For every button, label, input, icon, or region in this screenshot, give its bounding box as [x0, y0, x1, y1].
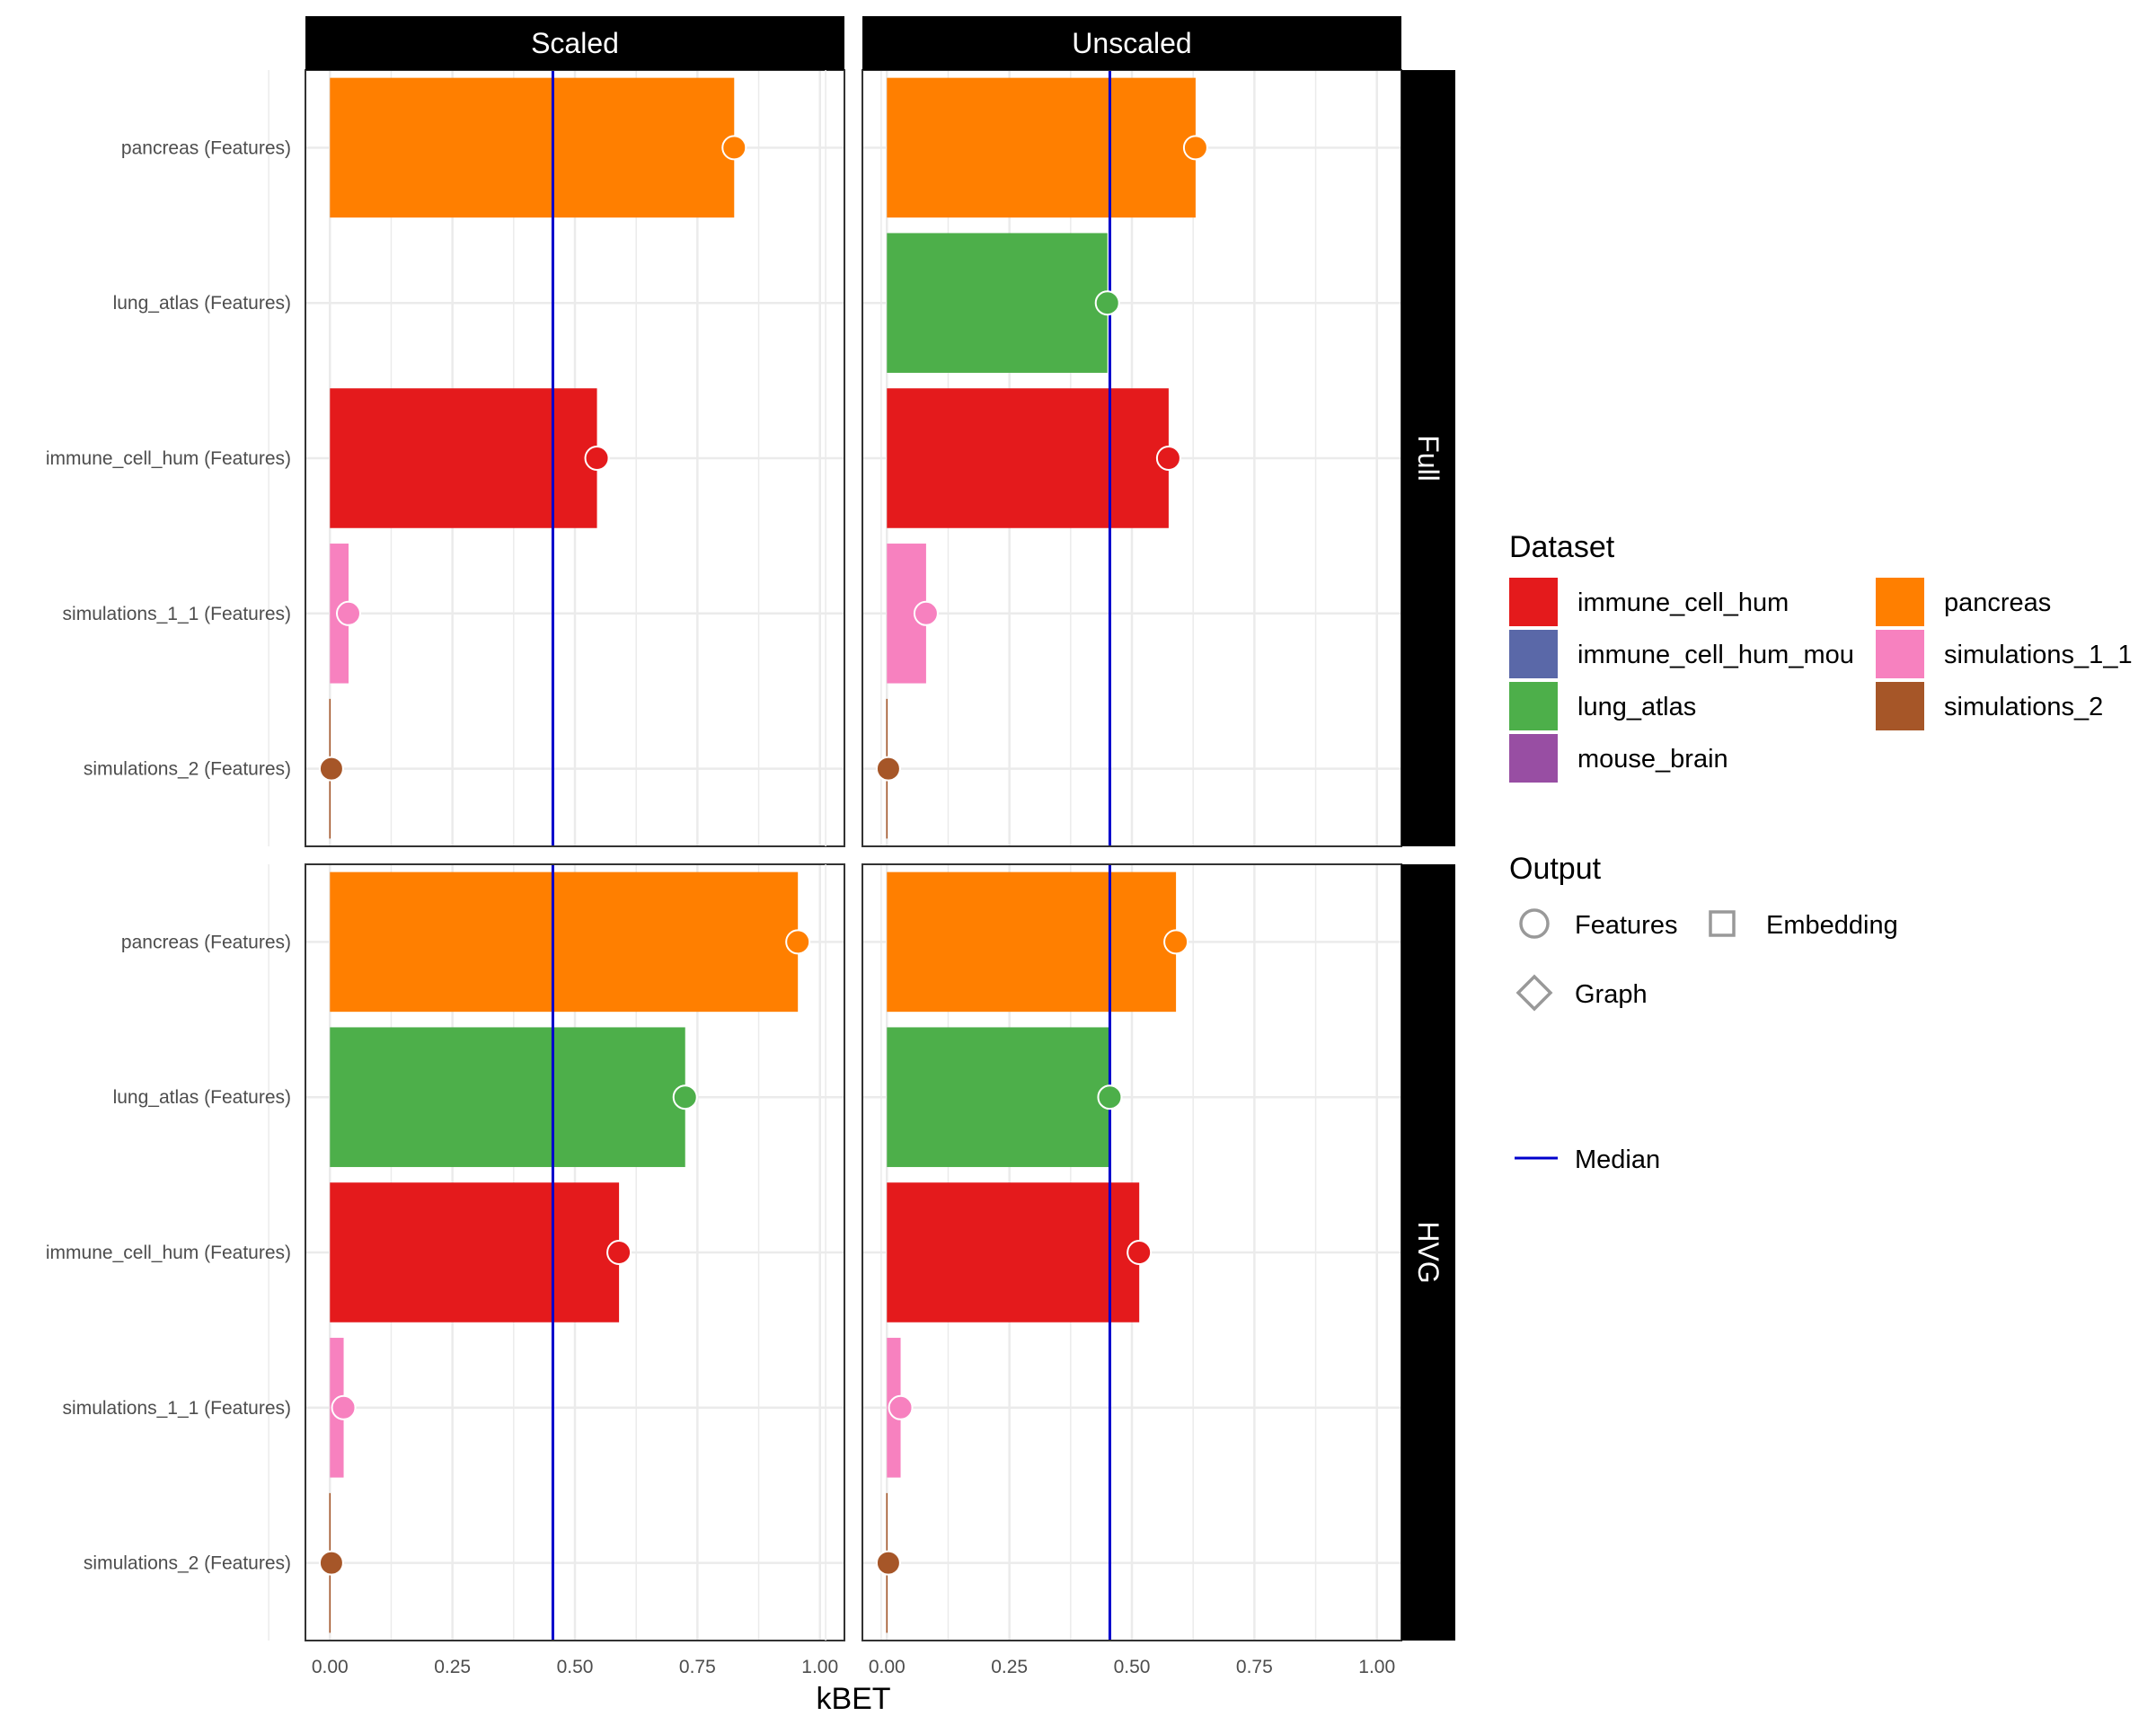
data-point — [318, 1550, 344, 1576]
data-point — [606, 1240, 632, 1265]
legend-swatch — [1509, 630, 1558, 678]
legend-circle-icon — [1519, 908, 1550, 939]
data-point — [331, 1394, 357, 1420]
data-point — [1097, 1084, 1123, 1110]
panels-layer — [268, 69, 1439, 1641]
data-point — [721, 135, 747, 161]
column-strip — [862, 16, 1401, 70]
column-strip-label: Unscaled — [1072, 27, 1191, 59]
legend-dataset-label: simulations_2 — [1944, 693, 2103, 721]
bar — [887, 77, 1196, 218]
bar — [330, 1182, 620, 1322]
y-tick-label: lung_atlas (Features) — [113, 1087, 291, 1108]
bar — [330, 77, 735, 218]
data-point — [1127, 1240, 1153, 1265]
legend-dataset-label: lung_atlas — [1577, 693, 1696, 721]
data-point — [1182, 135, 1208, 161]
bar — [330, 388, 597, 528]
column-strip — [305, 16, 844, 70]
legend-dataset-label: immune_cell_hum — [1577, 588, 1789, 617]
x-tick-label: 1.00 — [801, 1657, 838, 1677]
data-point — [1094, 290, 1120, 316]
y-tick-label: immune_cell_hum (Features) — [46, 1243, 291, 1263]
x-tick-label: 0.75 — [679, 1657, 716, 1677]
row-strip — [1401, 864, 1455, 1641]
data-point — [1155, 446, 1181, 471]
y-tick-label: simulations_1_1 (Features) — [63, 604, 291, 624]
y-tick-label: immune_cell_hum (Features) — [46, 448, 291, 469]
y-tick-label: pancreas (Features) — [121, 137, 291, 158]
bar — [887, 1027, 1110, 1167]
legend-swatch — [1876, 630, 1924, 678]
y-tick-label: pancreas (Features) — [121, 932, 291, 952]
data-point — [875, 756, 901, 782]
data-point — [584, 446, 610, 471]
legend-dataset-label: simulations_1_1 — [1944, 641, 2133, 669]
legend-dataset-title: Dataset — [1509, 530, 1615, 564]
legend-median-label: Median — [1575, 1146, 1660, 1174]
legend-swatch — [1509, 578, 1558, 626]
x-tick-label: 0.00 — [869, 1657, 906, 1677]
legend-swatch — [1509, 682, 1558, 730]
legend-output-label: Features — [1575, 911, 1677, 940]
y-tick-label: simulations_2 (Features) — [84, 1553, 291, 1574]
x-tick-label: 1.00 — [1358, 1657, 1395, 1677]
x-axis-title: kBET — [816, 1682, 890, 1716]
bar — [887, 233, 1108, 373]
legend-dataset-label: immune_cell_hum_mou — [1577, 641, 1854, 669]
x-tick-label: 0.75 — [1236, 1657, 1273, 1677]
axes: pancreas (Features) lung_atlas (Features)… — [46, 137, 1395, 1677]
row-strip-label: Full — [1412, 435, 1445, 482]
legend-swatch — [1509, 734, 1558, 783]
legend-dataset-label: mouse_brain — [1577, 745, 1728, 774]
legend-output-label: Graph — [1575, 980, 1648, 1009]
data-point — [336, 600, 361, 626]
panel-unscaled-hvg — [825, 863, 1439, 1641]
bar — [887, 1182, 1140, 1322]
legend-swatch — [1876, 682, 1924, 730]
legend-square-icon — [1709, 910, 1736, 937]
panel-scaled-full — [268, 69, 882, 847]
facet-strips: Scaled Unscaled Full HVG — [305, 16, 1455, 1641]
column-strip-label: Scaled — [531, 27, 619, 59]
data-point — [1163, 929, 1189, 955]
y-tick-label: simulations_1_1 (Features) — [63, 1398, 291, 1419]
data-point — [875, 1550, 901, 1576]
legend-diamond-icon — [1515, 974, 1553, 1012]
data-point — [785, 929, 811, 955]
legend-output-title: Output — [1509, 852, 1602, 886]
x-tick-label: 0.00 — [312, 1657, 349, 1677]
bar — [887, 871, 1177, 1013]
bar — [887, 388, 1169, 528]
y-tick-label: lung_atlas (Features) — [113, 293, 291, 314]
row-strip-label: HVG — [1412, 1221, 1445, 1283]
panel-border — [305, 863, 845, 1641]
x-tick-label: 0.50 — [557, 1657, 594, 1677]
data-point — [318, 756, 344, 782]
legend-swatch — [1876, 578, 1924, 626]
bar — [330, 871, 799, 1013]
legend-dataset-label: pancreas — [1944, 588, 2051, 617]
y-tick-label: simulations_2 (Features) — [84, 759, 291, 780]
x-tick-label: 0.25 — [434, 1657, 471, 1677]
bar — [330, 1027, 685, 1167]
row-strip — [1401, 70, 1455, 846]
legend: Dataset immune_cell_hum immune_cell_hum_mo… — [1509, 530, 2133, 1174]
panel-scaled-hvg — [268, 863, 882, 1641]
x-tick-label: 0.50 — [1114, 1657, 1151, 1677]
data-point — [672, 1084, 698, 1110]
data-point — [913, 600, 939, 626]
legend-output-label: Embedding — [1766, 911, 1898, 940]
panel-unscaled-full — [825, 69, 1439, 847]
x-tick-label: 0.25 — [991, 1657, 1028, 1677]
data-point — [888, 1394, 914, 1420]
